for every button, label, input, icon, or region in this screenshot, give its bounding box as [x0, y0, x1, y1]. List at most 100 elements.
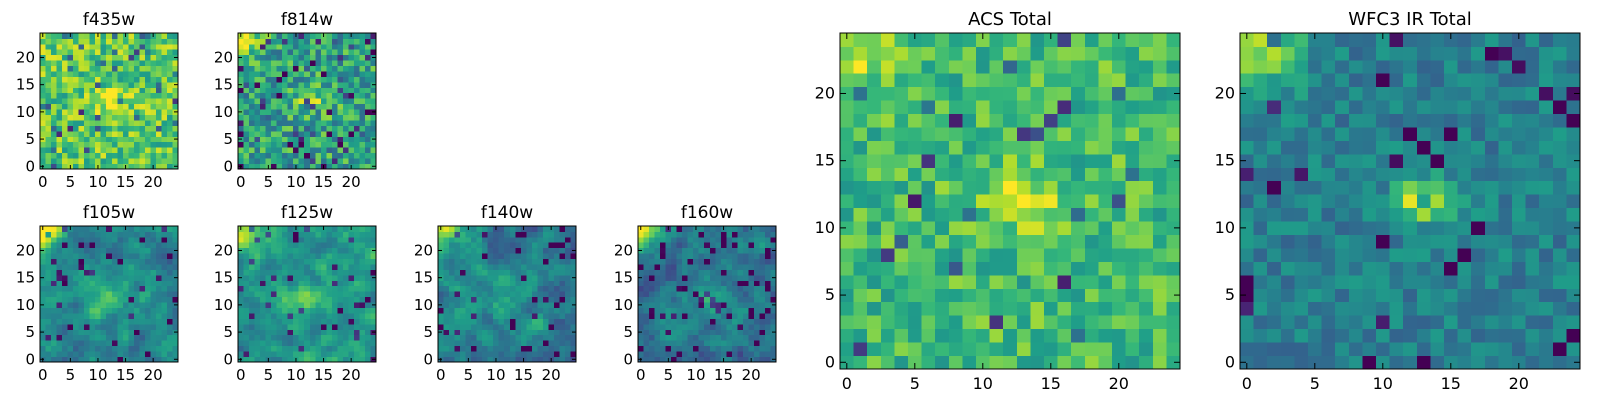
heatmap-cell: [260, 163, 266, 170]
heatmap-cell: [880, 140, 895, 155]
heatmap-cell: [271, 356, 278, 363]
heatmap-cell: [1057, 342, 1072, 356]
heatmap-cell: [720, 258, 727, 265]
heatmap-cell: [128, 120, 135, 126]
heatmap-cell: [144, 247, 151, 254]
heatmap-cell: [748, 291, 755, 298]
heatmap-cell: [460, 285, 466, 292]
heatmap-cell: [166, 125, 173, 132]
heatmap-cell: [337, 120, 344, 126]
heatmap-cell: [271, 130, 278, 137]
heatmap-cell: [364, 318, 371, 325]
heatmap-cell: [564, 313, 571, 319]
heatmap-cell: [1166, 261, 1181, 276]
heatmap-cell: [337, 60, 344, 67]
heatmap-cell: [1044, 86, 1058, 101]
heatmap-cell: [89, 269, 96, 276]
heatmap-cell: [271, 76, 278, 83]
heatmap-cell: [117, 87, 124, 94]
heatmap-cell: [166, 269, 173, 276]
heatmap-cell: [243, 302, 250, 308]
heatmap-cell: [172, 345, 179, 352]
heatmap-cell: [515, 302, 522, 308]
heatmap-cell: [1166, 274, 1181, 289]
heatmap-cell: [493, 291, 500, 298]
heatmap-cell: [482, 356, 489, 363]
heatmap-cell: [265, 43, 272, 50]
heatmap-cell: [553, 280, 560, 287]
heatmap-cell: [150, 323, 157, 330]
heatmap-cell: [1030, 153, 1045, 168]
heatmap-cell: [438, 258, 444, 265]
heatmap-cell: [880, 207, 895, 222]
heatmap-cell: [144, 329, 151, 336]
heatmap-cell: [935, 342, 950, 356]
heatmap-cell: [111, 231, 118, 238]
heatmap-cell: [100, 49, 107, 56]
heatmap-cell: [249, 109, 255, 115]
heatmap-cell: [682, 236, 689, 243]
heatmap-cell: [282, 81, 289, 88]
heatmap-cell: [660, 313, 666, 319]
heatmap-cell: [111, 280, 118, 287]
heatmap-cell: [166, 258, 173, 265]
heatmap-cell: [698, 231, 705, 238]
heatmap-cell: [45, 253, 52, 260]
heatmap-cell: [331, 38, 338, 45]
heatmap-cell: [654, 247, 661, 254]
heatmap-cell: [654, 269, 661, 276]
heatmap-cell: [660, 356, 666, 363]
heatmap-cell: [1125, 100, 1140, 115]
heatmap-cell: [359, 302, 366, 308]
heatmap-cell: [1112, 167, 1126, 182]
heatmap-cell: [542, 247, 549, 254]
heatmap-cell: [84, 345, 91, 352]
heatmap-cell: [498, 318, 505, 325]
heatmap-cell: [287, 323, 294, 330]
heatmap-cell: [537, 329, 544, 336]
heatmap-cell: [1444, 274, 1458, 289]
heatmap-cell: [89, 296, 96, 303]
heatmap-cell: [1280, 221, 1295, 235]
heatmap-cell: [1057, 274, 1072, 289]
heatmap-cell: [476, 285, 483, 292]
heatmap-cell: [144, 158, 151, 164]
heatmap-cell: [337, 54, 344, 61]
heatmap-cell: [265, 334, 272, 341]
heatmap-cell: [359, 98, 366, 105]
heatmap-cell: [1098, 328, 1113, 343]
heatmap-cell: [867, 288, 882, 303]
heatmap-cell: [100, 125, 107, 132]
heatmap-cell: [293, 81, 300, 88]
heatmap-cell: [1166, 207, 1181, 222]
heatmap-cell: [73, 65, 80, 72]
heatmap-cell: [348, 242, 355, 249]
x-tick-label: 10: [286, 366, 305, 384]
heatmap-cell: [880, 180, 895, 195]
heatmap-cell: [166, 81, 173, 88]
heatmap-cell: [353, 158, 360, 164]
heatmap-cell: [1071, 342, 1086, 356]
heatmap-cell: [282, 345, 289, 352]
heatmap-cell: [293, 231, 300, 238]
heatmap-cell: [287, 291, 294, 298]
heatmap-cell: [128, 296, 135, 303]
heatmap-cell: [304, 274, 311, 281]
heatmap-cell: [271, 323, 278, 330]
heatmap-cell: [249, 65, 255, 72]
heatmap-cell: [106, 125, 113, 132]
heatmap-cell: [1125, 301, 1140, 316]
heatmap-cell: [649, 242, 655, 249]
heatmap-cell: [56, 351, 63, 357]
heatmap-cell: [67, 253, 74, 260]
heatmap-cell: [89, 71, 96, 77]
heatmap-cell: [1416, 301, 1431, 316]
heatmap-cell: [487, 258, 494, 265]
heatmap-cell: [1139, 221, 1154, 235]
heatmap-cell: [465, 274, 472, 281]
heatmap-cell: [337, 71, 344, 77]
heatmap-cell: [1403, 180, 1418, 195]
heatmap-cell: [553, 345, 560, 352]
heatmap-cell: [45, 136, 52, 143]
heatmap-cell: [921, 180, 936, 195]
